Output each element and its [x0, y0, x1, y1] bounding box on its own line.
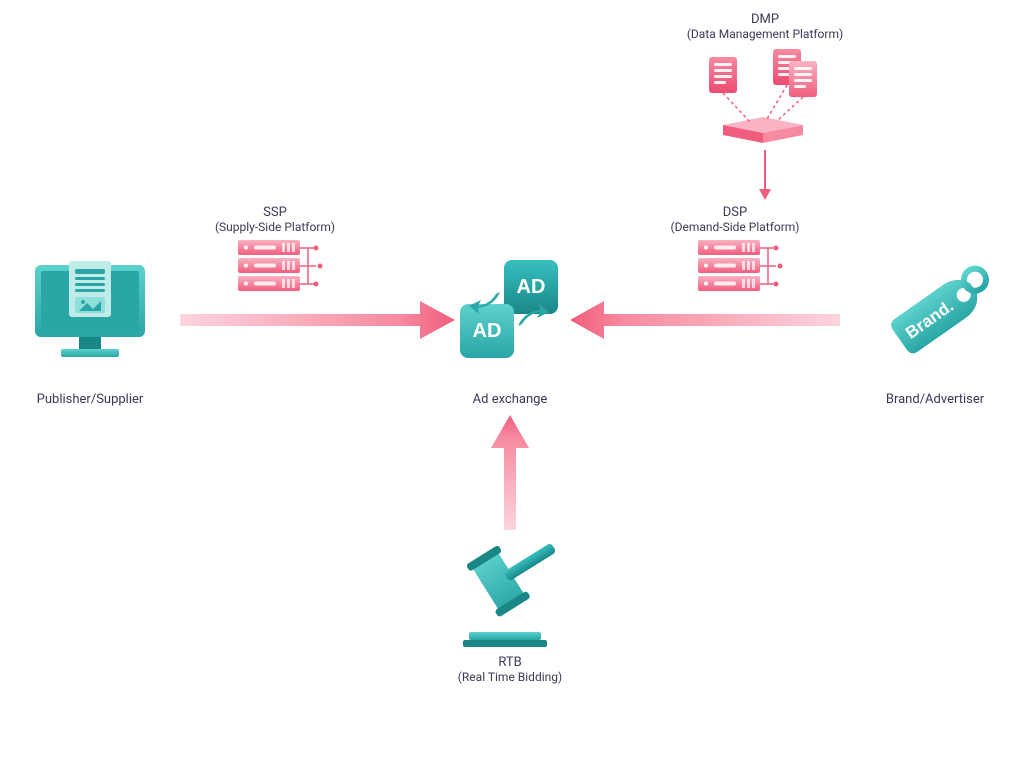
gavel-icon [463, 520, 570, 647]
monitor-icon [35, 261, 145, 357]
arrow-right-to-center [570, 301, 840, 339]
brand-tag-text: Brand. [902, 296, 957, 342]
dsp-server-icon [698, 240, 783, 291]
dsp-label: DSP (Demand-Side Platform) [640, 205, 830, 234]
diagram-canvas: AD AD Brand. [0, 0, 1024, 768]
rtb-label: RTB (Real Time Bidding) [420, 655, 600, 684]
ad-exchange-icon: AD AD [460, 260, 558, 358]
dmp-label: DMP (Data Management Platform) [660, 12, 870, 41]
publisher-label: Publisher/Supplier [20, 392, 160, 407]
arrow-left-to-center [180, 301, 455, 339]
dmp-icon [709, 49, 817, 143]
arrow-dmp-to-dsp [759, 150, 771, 200]
diagram-svg: AD AD Brand. [0, 0, 1024, 768]
ssp-label: SSP (Supply-Side Platform) [185, 205, 365, 234]
ad-tile-text-back: AD [517, 276, 546, 298]
ad-exchange-label: Ad exchange [430, 392, 590, 407]
ssp-server-icon [238, 240, 323, 291]
brand-label: Brand/Advertiser [860, 392, 1010, 407]
arrow-bottom-to-center [491, 415, 529, 530]
brand-tag-icon: Brand. [888, 262, 999, 356]
ad-tile-text-front: AD [473, 320, 502, 342]
